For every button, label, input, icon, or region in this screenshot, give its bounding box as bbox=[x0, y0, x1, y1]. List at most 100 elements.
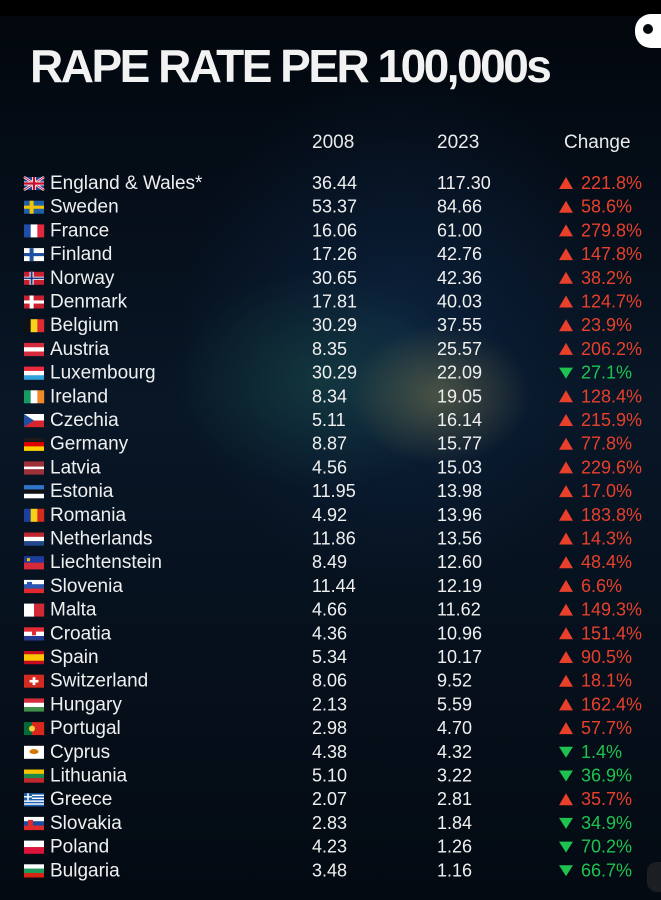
flag-dk-icon bbox=[24, 295, 44, 309]
value-2008: 2.07 bbox=[312, 789, 347, 809]
country-name: Netherlands bbox=[50, 529, 152, 550]
triangle-up-icon bbox=[559, 177, 573, 189]
flag-lt-icon bbox=[24, 769, 44, 783]
country-name: Greece bbox=[50, 789, 112, 810]
change-percent: 34.9% bbox=[581, 813, 632, 833]
country-name: Luxembourg bbox=[50, 363, 156, 384]
flag-nl-icon bbox=[24, 532, 44, 546]
flag-de-icon bbox=[24, 437, 44, 451]
triangle-down-icon bbox=[559, 746, 573, 758]
value-2008: 3.48 bbox=[312, 860, 347, 880]
change-percent: 57.7% bbox=[581, 718, 632, 738]
value-2023: 9.52 bbox=[437, 671, 472, 691]
triangle-up-icon bbox=[559, 627, 573, 640]
table-row: Switzerland 8.06 9.52 18.1% bbox=[24, 671, 632, 692]
value-2023: 12.19 bbox=[437, 576, 482, 596]
value-2023: 10.17 bbox=[437, 647, 482, 667]
country-name: Spain bbox=[50, 647, 99, 668]
change-percent: 35.7% bbox=[581, 789, 632, 809]
table-row: Poland 4.23 1.26 70.2% bbox=[24, 837, 632, 858]
table-row: Ireland 8.34 19.05 128.4% bbox=[24, 386, 642, 407]
flag-ee-icon bbox=[24, 485, 44, 499]
change-percent: 149.3% bbox=[581, 600, 642, 620]
value-2008: 11.95 bbox=[312, 481, 356, 501]
value-2023: 5.59 bbox=[437, 694, 472, 714]
flag-ro-icon bbox=[24, 508, 45, 522]
table-row: Romania 4.92 13.96 183.8% bbox=[24, 505, 642, 526]
change-percent: 18.1% bbox=[581, 671, 632, 691]
change-percent: 206.2% bbox=[581, 339, 642, 359]
change-percent: 66.7% bbox=[581, 860, 632, 880]
country-name: England & Wales* bbox=[50, 173, 203, 194]
change-percent: 279.8% bbox=[581, 220, 642, 240]
change-percent: 58.6% bbox=[581, 197, 632, 217]
change-percent: 17.0% bbox=[581, 481, 632, 501]
value-2023: 19.05 bbox=[437, 386, 482, 406]
triangle-up-icon bbox=[559, 224, 573, 237]
country-name: Croatia bbox=[50, 623, 112, 644]
country-name: Belgium bbox=[50, 315, 119, 336]
value-2008: 5.10 bbox=[312, 766, 347, 786]
chart-title: RAPE RATE PER 100,000s bbox=[30, 40, 552, 92]
value-2008: 4.66 bbox=[312, 600, 347, 620]
value-2023: 15.03 bbox=[437, 457, 482, 477]
value-2008: 8.34 bbox=[312, 386, 347, 406]
value-2008: 4.56 bbox=[312, 457, 347, 477]
change-percent: 27.1% bbox=[581, 363, 632, 383]
value-2023: 12.60 bbox=[437, 552, 482, 572]
flag-ch-icon bbox=[24, 674, 44, 688]
change-percent: 215.9% bbox=[581, 410, 642, 430]
value-2023: 22.09 bbox=[437, 363, 482, 383]
table-row: Lithuania 5.10 3.22 36.9% bbox=[24, 766, 632, 787]
table-row: France 16.06 61.00 279.8% bbox=[24, 220, 642, 241]
scroll-handle-icon[interactable] bbox=[647, 862, 661, 892]
table-row: Spain 5.34 10.17 90.5% bbox=[24, 647, 632, 668]
value-2023: 10.96 bbox=[437, 623, 482, 643]
value-2008: 4.38 bbox=[312, 742, 347, 762]
value-2023: 15.77 bbox=[437, 434, 482, 454]
value-2008: 5.11 bbox=[312, 410, 346, 430]
table-row: Greece 2.07 2.81 35.7% bbox=[24, 789, 632, 810]
value-2023: 2.81 bbox=[437, 789, 472, 809]
country-name: Sweden bbox=[50, 197, 119, 218]
country-name: Denmark bbox=[50, 292, 128, 313]
flag-ie-icon bbox=[24, 390, 45, 404]
country-name: Switzerland bbox=[50, 671, 148, 692]
value-2008: 30.29 bbox=[312, 363, 357, 383]
value-2023: 13.98 bbox=[437, 481, 482, 501]
triangle-up-icon bbox=[559, 722, 573, 735]
triangle-up-icon bbox=[559, 793, 573, 806]
value-2008: 4.23 bbox=[312, 837, 347, 857]
value-2008: 30.65 bbox=[312, 268, 357, 288]
table-row: Luxembourg 30.29 22.09 27.1% bbox=[24, 363, 632, 384]
triangle-up-icon bbox=[559, 485, 573, 498]
flag-at-icon bbox=[24, 342, 44, 357]
table-row: Austria 8.35 25.57 206.2% bbox=[24, 339, 642, 360]
table-row: Liechtenstein 8.49 12.60 48.4% bbox=[24, 552, 632, 573]
table-row: Germany 8.87 15.77 77.8% bbox=[24, 434, 632, 455]
country-name: Finland bbox=[50, 244, 112, 265]
value-2023: 1.16 bbox=[437, 860, 472, 880]
flag-si-icon bbox=[24, 579, 44, 594]
profile-icon[interactable] bbox=[635, 14, 661, 48]
triangle-up-icon bbox=[559, 556, 573, 569]
flag-pl-icon bbox=[24, 840, 44, 854]
change-percent: 36.9% bbox=[581, 766, 632, 786]
country-name: Poland bbox=[50, 837, 109, 858]
flag-hu-icon bbox=[24, 698, 44, 712]
change-percent: 38.2% bbox=[581, 268, 632, 288]
value-2008: 11.86 bbox=[312, 529, 356, 549]
triangle-up-icon bbox=[559, 390, 573, 403]
flag-gr-icon bbox=[24, 793, 44, 807]
table-row: Cyprus 4.38 4.32 1.4% bbox=[24, 742, 622, 763]
value-2023: 16.14 bbox=[437, 410, 482, 430]
triangle-up-icon bbox=[559, 698, 573, 711]
value-2023: 117.30 bbox=[437, 173, 491, 193]
value-2023: 25.57 bbox=[437, 339, 482, 359]
country-name: Hungary bbox=[50, 694, 122, 715]
country-name: Portugal bbox=[50, 718, 121, 739]
value-2023: 42.76 bbox=[437, 244, 482, 264]
table-row: Norway 30.65 42.36 38.2% bbox=[24, 268, 632, 289]
value-2023: 42.36 bbox=[437, 268, 482, 288]
